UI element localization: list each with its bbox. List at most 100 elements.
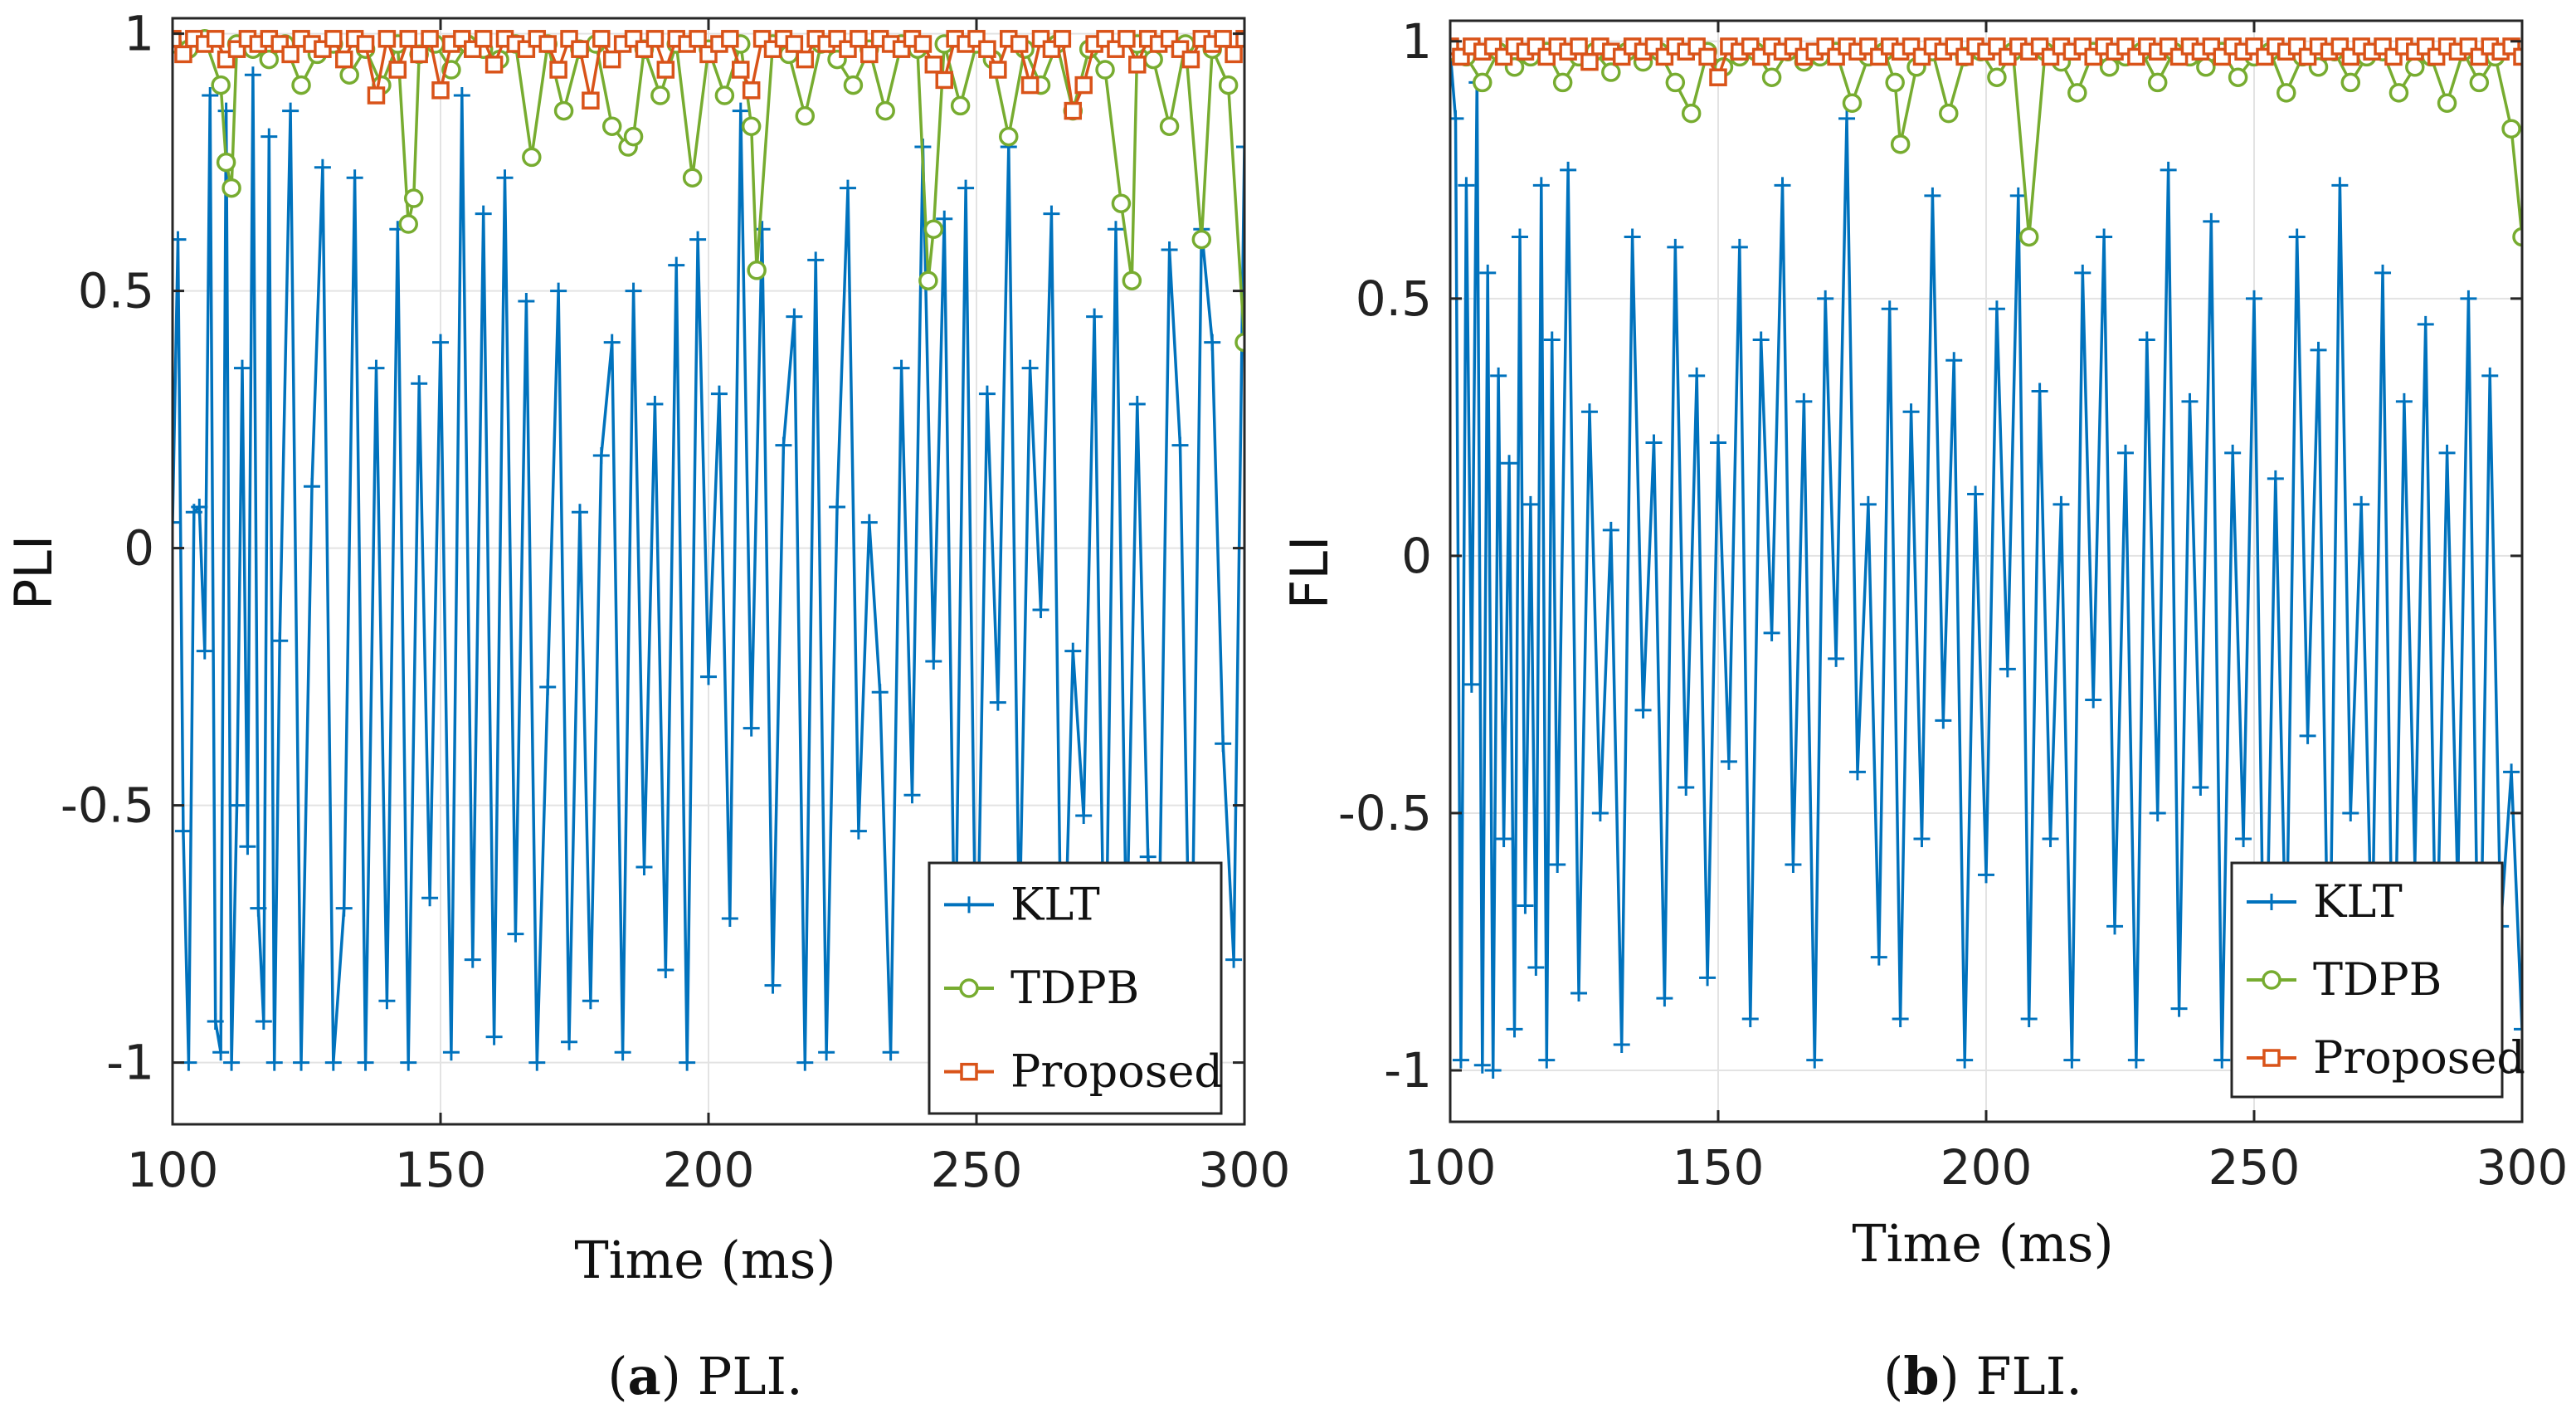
panel-a-proposed-point <box>978 40 996 58</box>
panel-b-klt-point <box>1785 855 1802 873</box>
panel-a-proposed-point <box>1118 30 1136 48</box>
panel-b-klt-point <box>1859 495 1877 513</box>
panel-b-tdpb-point <box>2501 119 2521 139</box>
panel-a-klt-point <box>432 334 449 351</box>
panel-a-klt-point <box>485 1028 503 1045</box>
panel-b-tdpb-point <box>1761 67 1782 87</box>
panel-a-klt-point <box>775 436 792 454</box>
panel-b-ytick-label: -1 <box>1384 1042 1432 1099</box>
panel-a-klt-point <box>335 899 353 917</box>
panel-b-tdpb-point <box>1890 134 1911 154</box>
panel-b-ytick-label: 1 <box>1401 13 1432 70</box>
panel-b-klt-point <box>1945 352 1963 369</box>
panel-b-klt-point <box>1870 948 1887 966</box>
panel-a-klt-point <box>571 504 588 521</box>
panel-a-klt-point <box>668 256 685 274</box>
panel-a-klt-point <box>786 308 803 325</box>
panel-a-tdpb-point <box>999 126 1019 147</box>
panel-a-caption-text: ) PLI. <box>661 1346 803 1406</box>
panel-a-xtick-label: 300 <box>1199 1142 1291 1198</box>
panel-a-tdpb-point <box>918 270 938 290</box>
panel-a-proposed-point <box>421 30 439 48</box>
panel-b-klt-point <box>2203 212 2220 230</box>
panel-a-proposed-point <box>785 35 804 53</box>
panel-a-klt-point <box>1107 221 1124 238</box>
panel-a-series-klt <box>173 66 1244 1071</box>
panel-a-klt-point <box>400 1054 417 1071</box>
panel-b-klt-point <box>2514 1021 2522 1038</box>
panel-a-klt-point <box>442 1044 460 1061</box>
panel-a-klt-point <box>796 1054 814 1071</box>
panel-b-legend-swatch-marker <box>2263 894 2280 910</box>
panel-b-tdpb-point <box>2277 83 2296 103</box>
panel-a-legend-swatch-marker <box>960 1062 978 1081</box>
panel-a-proposed-point <box>399 30 417 48</box>
panel-a-klt-point <box>936 210 953 227</box>
panel-a-proposed-point <box>592 30 611 48</box>
panel-b-tdpb-point <box>2067 83 2087 103</box>
panel-b-klt-point <box>1828 650 1845 667</box>
panel-b-klt-point <box>2085 691 2102 709</box>
panel-a-proposed-point <box>1235 30 1244 48</box>
panel-b-legend-swatch-marker <box>2262 1049 2281 1067</box>
panel-a-klt-point <box>732 102 749 119</box>
panel-b-tdpb-point <box>1842 93 1863 113</box>
panel-b-klt-point <box>1543 331 1561 348</box>
panel-a-klt-point <box>453 87 470 104</box>
panel-a-klt-point <box>1204 334 1221 351</box>
panel-b-klt-point <box>1752 331 1770 348</box>
panel-b-klt-point <box>1956 1051 1974 1069</box>
panel-a-klt-point <box>475 205 492 222</box>
panel-b-klt-point <box>1892 1010 1909 1027</box>
panel-a-tdpb-point <box>714 85 735 105</box>
panel-b-legend-label: Proposed <box>2313 1031 2525 1084</box>
panel-a-klt-point <box>233 359 251 377</box>
panel-b-klt-point <box>2063 1051 2081 1069</box>
panel-b-klt-point <box>1495 830 1512 847</box>
panel-b-klt-point <box>1667 238 1684 256</box>
panel-b-tdpb-point <box>1939 103 1959 124</box>
panel-b-klt-point <box>1506 1021 1523 1038</box>
panel-b-tdpb-point <box>1987 67 2007 87</box>
panel-b-klt-point <box>1710 434 1726 451</box>
panel-b-proposed-point <box>1570 37 1588 56</box>
panel-a-proposed-point <box>281 45 299 64</box>
panel-a-klt-point <box>657 962 674 978</box>
panel-a-proposed-point <box>474 30 493 48</box>
panel-b-klt-point <box>2460 290 2477 307</box>
panel-b-klt-point <box>2288 228 2306 246</box>
panel-a-series <box>173 29 1244 1071</box>
panel-a-klt-point <box>314 158 331 176</box>
panel-b-klt-point <box>2127 1051 2145 1069</box>
panel-b-klt-point <box>1532 177 1550 194</box>
panel-b-klt-point <box>2106 918 2124 935</box>
panel-b-klt-point <box>1978 866 1994 884</box>
panel-b-caption: (b) FLI. <box>1883 1346 2082 1406</box>
panel-a-proposed-point <box>732 61 750 79</box>
panel-b-klt-point <box>1602 521 1619 538</box>
panel-b-klt-point <box>1624 228 1641 246</box>
panel-a-klt-point <box>721 910 738 927</box>
panel-a-tdpb-point <box>1111 193 1132 213</box>
panel-a-klt-point <box>860 514 878 531</box>
panel-b-klt-point <box>1741 1010 1759 1027</box>
panel-b-klt-point <box>1720 753 1737 770</box>
panel-a-tdpb-point <box>291 75 311 95</box>
panel-a-tdpb-point <box>601 116 622 136</box>
panel-a-tdpb-point <box>553 100 574 121</box>
panel-b-klt-point <box>2331 177 2349 194</box>
panel-b-klt-point <box>2224 444 2242 461</box>
panel-b-klt-point <box>1490 367 1507 384</box>
panel-b-klt-point <box>1560 161 1577 178</box>
panel-a-klt-point <box>1161 241 1178 258</box>
panel-a-proposed-point <box>860 45 879 64</box>
panel-a-tdpb-point <box>522 147 542 168</box>
panel-b-legend-label: KLT <box>2313 875 2403 928</box>
panel-a-klt-point <box>582 992 599 1010</box>
panel-a-klt-point <box>592 447 610 464</box>
panel-b-tdpb-point <box>2405 57 2425 77</box>
panel-b-klt-point <box>1527 958 1545 976</box>
panel-a-proposed-point <box>1010 35 1029 53</box>
panel-b-klt-point <box>2374 264 2392 281</box>
